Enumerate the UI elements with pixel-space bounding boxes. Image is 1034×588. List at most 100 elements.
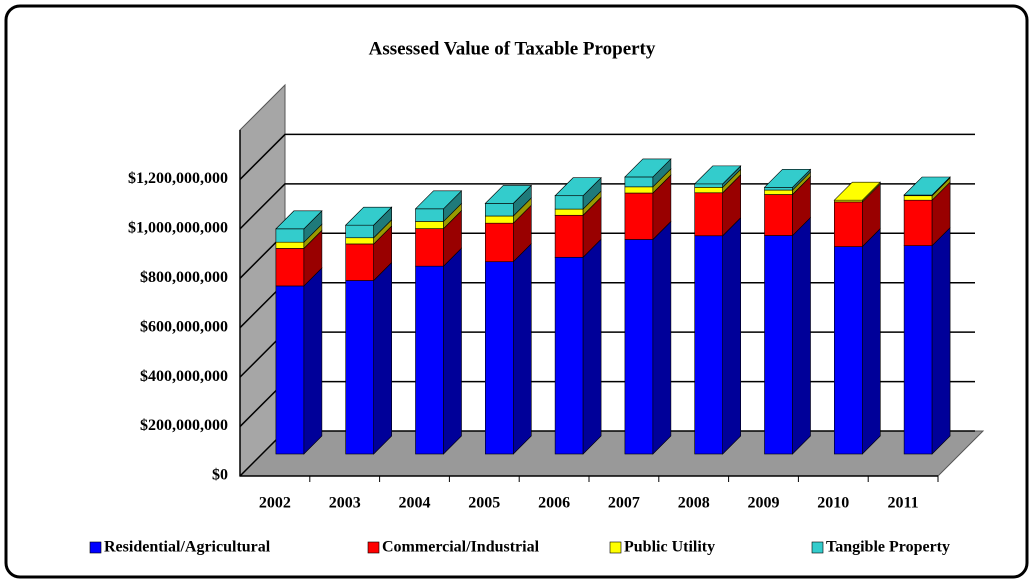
bar-face (345, 224, 375, 239)
y-tick-label: $1,200,000,000 (128, 170, 228, 187)
bar-face (833, 246, 863, 455)
bar-face (764, 235, 793, 455)
bar-segment (345, 206, 393, 239)
bar-segment (764, 175, 811, 237)
bar-face (694, 192, 724, 237)
bar-face (415, 265, 444, 455)
bar-face (931, 226, 951, 455)
bar-face (764, 187, 793, 191)
bar-segment (345, 261, 393, 455)
bar-face (624, 186, 654, 194)
x-tick-label: 2011 (888, 495, 919, 512)
legend-swatch (367, 541, 380, 554)
bar-top (693, 165, 742, 185)
x-tick-label: 2002 (259, 495, 291, 512)
x-tick-label: 2008 (678, 495, 710, 512)
bar-face (792, 216, 811, 455)
bar-segment (764, 216, 811, 455)
legend-label: Tangible Property (826, 539, 950, 556)
legend-swatch (89, 541, 102, 554)
bar-face (484, 261, 514, 455)
bar-face (554, 214, 584, 258)
y-tick-label: $0 (212, 467, 228, 484)
bar-segment (624, 174, 672, 241)
bar-face (373, 261, 393, 455)
bar-face (554, 208, 584, 216)
y-tick-label: $200,000,000 (140, 417, 228, 434)
legend-label: Residential/Agricultural (104, 539, 271, 556)
bar-segment (275, 210, 323, 243)
y-tick-label: $400,000,000 (140, 368, 228, 385)
bar-face (484, 222, 514, 263)
bar-segment (345, 225, 393, 282)
bar-top (833, 181, 882, 201)
bar-segment (833, 227, 881, 455)
bar-face (415, 221, 444, 229)
bar-face (903, 245, 933, 455)
bar-face (345, 243, 375, 281)
bar-top (763, 169, 812, 188)
bar-face (345, 280, 375, 455)
bar-segment (415, 202, 462, 230)
bar-face (275, 228, 305, 243)
bar-face (275, 241, 305, 249)
bar-face (275, 285, 305, 455)
legend-label: Commercial/Industrial (382, 539, 540, 556)
bar-segment (694, 174, 742, 237)
x-tick-label: 2006 (538, 495, 570, 512)
grid-line (239, 183, 975, 230)
bar-face (861, 227, 881, 455)
bar-top (275, 210, 323, 230)
legend-swatch (811, 541, 824, 554)
y-tick-label: $600,000,000 (140, 318, 228, 335)
x-tick-label: 2010 (817, 495, 849, 512)
x-tick-label: 2009 (748, 495, 780, 512)
bar-face (512, 242, 532, 455)
bar-face (652, 220, 672, 455)
bar-face (903, 199, 933, 246)
bar-face (443, 247, 462, 455)
x-tick-label: 2005 (468, 495, 500, 512)
bar-face (694, 235, 724, 455)
bar-face (415, 228, 444, 267)
bar-face (484, 215, 514, 224)
bar-face (484, 203, 514, 217)
bar-segment (624, 220, 672, 455)
bar-face (694, 183, 724, 188)
grid-line (239, 133, 975, 180)
bar-face (415, 208, 444, 222)
bar-face (624, 192, 654, 240)
bar-face (624, 239, 654, 455)
bar-segment (275, 267, 323, 455)
legend-label: Public Utility (624, 539, 715, 556)
x-tick-label: 2004 (399, 495, 431, 512)
bar-segment (694, 217, 742, 455)
bar-top (484, 185, 533, 204)
bar-face (275, 248, 305, 287)
bar-face (582, 238, 602, 455)
bar-face (833, 201, 863, 247)
bar-face (554, 195, 584, 210)
bar-segment (484, 184, 532, 217)
bar-face (764, 189, 793, 195)
bar-face (303, 267, 323, 455)
bar-segment (903, 226, 951, 455)
bar-top (414, 190, 463, 210)
bar-face (554, 256, 584, 455)
bar-face (722, 217, 742, 455)
bar-face (694, 187, 724, 194)
bar-segment (903, 181, 951, 247)
bar-top (554, 177, 602, 197)
bar-segment (415, 247, 462, 455)
bar-face (764, 194, 793, 236)
bar-top (624, 158, 672, 178)
bar-segment (484, 204, 532, 263)
bar-face (624, 176, 654, 188)
chart-title: Assessed Value of Taxable Property (369, 38, 656, 59)
legend-swatch (609, 541, 622, 554)
bar-segment (554, 196, 602, 258)
x-tick-label: 2007 (608, 495, 640, 512)
bar-top (344, 206, 393, 226)
bar-top (903, 176, 951, 196)
